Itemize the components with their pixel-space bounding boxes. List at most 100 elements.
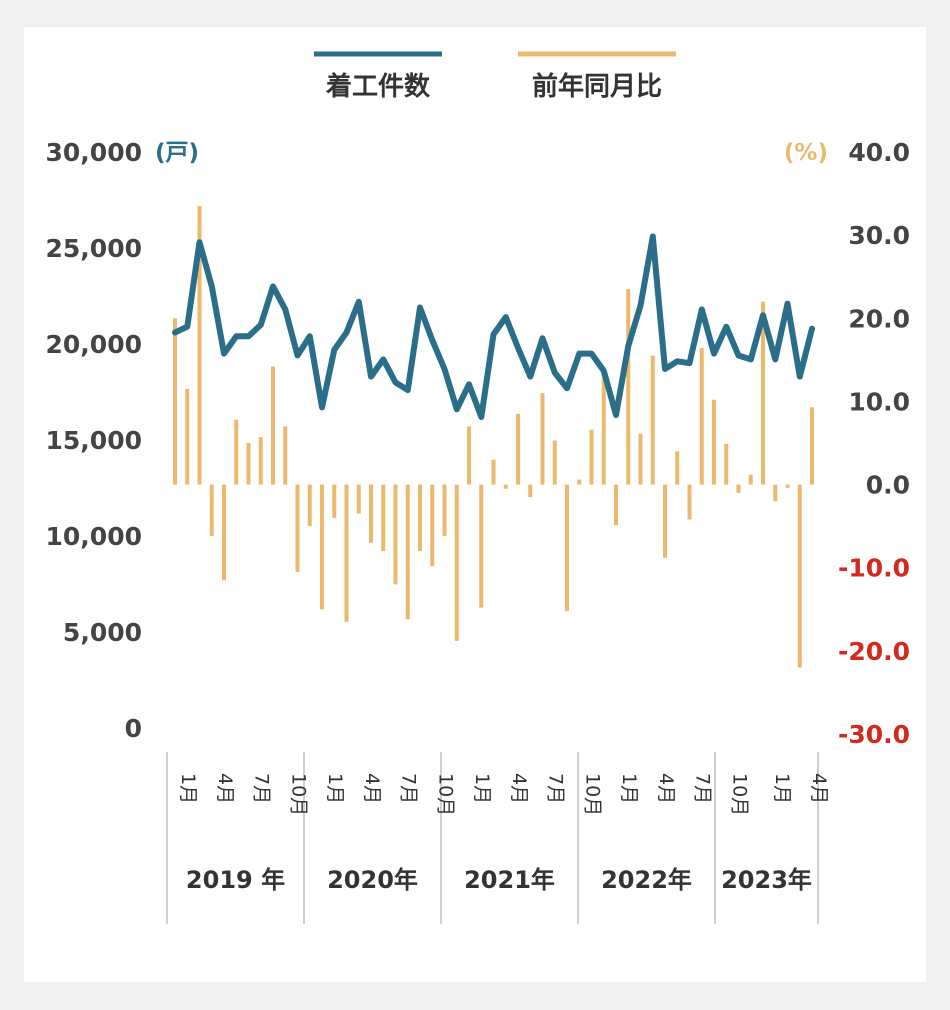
yoy-bar (638, 433, 643, 485)
count-line-layer (172, 233, 815, 420)
yoy-bar (320, 484, 324, 610)
month-label: 4月 (361, 773, 383, 804)
left-tick-label: 10,000 (46, 522, 142, 551)
yoy-bar (748, 474, 753, 485)
month-label: 4月 (508, 773, 530, 804)
chart-svg: 着工件数 前年同月比 (戸) (%) 0 5,000 10,000 15,000 20,… (46, 51, 910, 924)
yoy-bar (295, 484, 300, 572)
right-tick-label: 20.0 (848, 304, 910, 333)
month-label: 7月 (692, 773, 714, 804)
yoy-bar (712, 399, 716, 485)
right-tick-label: 30.0 (848, 221, 910, 250)
yoy-bar (271, 366, 275, 485)
yoy-bar (393, 484, 398, 585)
right-tick-label: 40.0 (848, 138, 910, 167)
year-label: 2021年 (464, 866, 555, 894)
legend-yoy-label: 前年同月比 (532, 71, 662, 102)
yoy-bar (577, 479, 582, 485)
count-series-line (172, 233, 815, 420)
yoy-bar (601, 374, 606, 485)
left-tick-label: 15,000 (46, 426, 142, 455)
yoy-bar (626, 289, 631, 485)
right-unit-label: (%) (784, 140, 828, 166)
left-tick-label: 5,000 (63, 618, 142, 647)
year-label: 2022年 (601, 866, 692, 894)
yoy-bar (332, 484, 337, 518)
yoy-bar (516, 413, 520, 485)
right-tick-label: -30.0 (838, 720, 910, 749)
yoy-bar (589, 429, 594, 485)
yoy-bar (503, 484, 508, 489)
month-label: 7月 (545, 773, 567, 804)
left-tick-label: 30,000 (46, 138, 142, 167)
month-label: 10月 (287, 773, 309, 816)
yoy-bar (797, 484, 802, 668)
yoy-bar (454, 484, 459, 641)
x-axis-table: 2019 年 1月 4月 7月 10月 2020年 1月 4月 7月 10月 2021年 1月 4月 7月… (166, 752, 830, 924)
year-label: 2023年 (721, 866, 812, 894)
month-label: 4月 (808, 773, 830, 804)
year-label: 2020年 (327, 866, 418, 894)
yoy-bar (479, 484, 484, 608)
yoy-bar (761, 301, 765, 485)
yoy-bar (405, 484, 410, 620)
left-unit-label: (戸) (155, 140, 199, 166)
month-label: 10月 (728, 773, 750, 816)
yoy-bar (209, 484, 214, 537)
right-tick-label: -10.0 (838, 554, 910, 583)
yoy-bar (540, 393, 545, 485)
right-tick-label: 0.0 (866, 471, 910, 500)
month-label: 1月 (618, 773, 640, 804)
yoy-bar (736, 484, 741, 493)
yoy-bar (381, 484, 386, 552)
month-label: 1月 (771, 773, 793, 804)
right-tick-label: 10.0 (848, 387, 910, 416)
yoy-bar (307, 484, 312, 527)
yoy-bar (173, 318, 177, 485)
left-axis-ticks: 0 5,000 10,000 15,000 20,000 25,000 30,000 (46, 138, 142, 743)
right-tick-label: -20.0 (838, 637, 910, 666)
yoy-bar (724, 443, 729, 485)
year-label: 2019 年 (186, 866, 285, 894)
left-tick-label: 20,000 (46, 330, 142, 359)
yoy-bar (234, 419, 239, 485)
yoy-bar (185, 388, 190, 485)
yoy-bar (283, 426, 288, 485)
yoy-bar (369, 484, 373, 543)
yoy-bar (491, 459, 496, 485)
right-axis-ticks: -30.0 -20.0 -10.0 0.0 10.0 20.0 30.0 40.0 (838, 138, 910, 749)
yoy-bar (614, 484, 618, 526)
left-tick-label: 25,000 (46, 234, 142, 263)
yoy-bar (773, 484, 778, 502)
month-label: 4月 (214, 773, 236, 804)
yoy-bar (650, 355, 655, 485)
yoy-bar (246, 443, 251, 485)
month-label: 10月 (434, 773, 456, 816)
yoy-bar (663, 484, 667, 558)
yoy-bar (258, 437, 263, 485)
chart-card: 着工件数 前年同月比 (戸) (%) 0 5,000 10,000 15,000 20,… (24, 27, 926, 982)
yoy-bar (565, 484, 569, 611)
legend-count-label: 着工件数 (325, 71, 431, 102)
left-tick-label: 0 (125, 714, 142, 743)
yoy-bar (785, 484, 790, 488)
month-label: 1月 (177, 773, 199, 804)
yoy-bar (197, 206, 202, 485)
yoy-bar (344, 484, 349, 622)
yoy-bar (442, 484, 447, 537)
month-label: 4月 (655, 773, 677, 804)
yoy-bar (687, 484, 692, 520)
month-label: 1月 (471, 773, 493, 804)
yoy-bars (173, 206, 814, 668)
yoy-bar (356, 484, 361, 514)
yoy-bar (467, 426, 471, 485)
yoy-bar (528, 484, 533, 498)
yoy-bar (810, 407, 814, 485)
month-label: 1月 (324, 773, 346, 804)
yoy-bar (430, 484, 435, 567)
yoy-bar (552, 440, 557, 485)
month-label: 7月 (398, 773, 420, 804)
yoy-bar (675, 451, 680, 485)
legend: 着工件数 前年同月比 (314, 51, 676, 102)
yoy-bar (222, 484, 226, 581)
